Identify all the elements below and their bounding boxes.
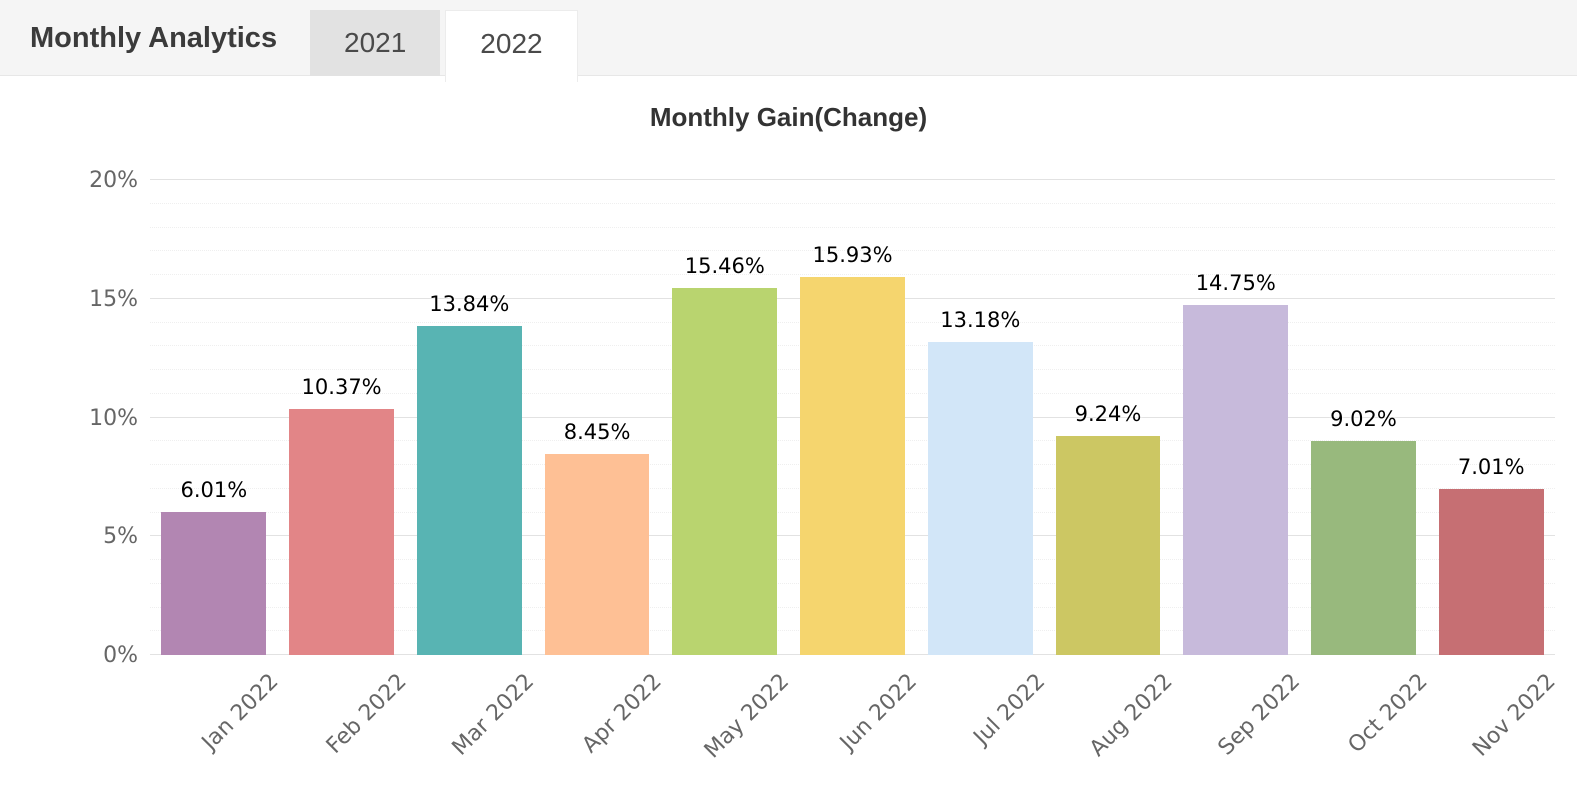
gridline [150, 179, 1555, 180]
gridline [150, 202, 1555, 204]
x-axis-label: Oct 2022 [1344, 669, 1434, 759]
bar-value-label: 10.37% [301, 374, 382, 399]
bar-slot-mar-2022: 13.84% Mar 2022 [405, 180, 539, 761]
bar-slot-may-2022: 15.46% May 2022 [661, 180, 794, 763]
tab-2022[interactable]: 2022 [445, 10, 578, 82]
monthly-gain-chart: Monthly Gain(Change) 0% 5% 10% 15% 20% 6.01%… [0, 76, 1577, 807]
bar-slot-apr-2022: 8.45% Apr 2022 [533, 180, 667, 758]
gridline [150, 226, 1555, 228]
bar-value-label: 13.18% [940, 307, 1021, 332]
header: Monthly Analytics 2021 2022 [0, 0, 1577, 82]
x-axis-label: Jan 2022 [197, 669, 284, 756]
bar-value-label: 13.84% [429, 292, 510, 317]
bar-sep-2022[interactable] [1183, 304, 1289, 655]
y-axis-label: 20% [89, 168, 138, 193]
bar-feb-2022[interactable] [289, 408, 394, 655]
y-axis-label: 10% [89, 405, 138, 431]
year-tabs: 2021 2022 [310, 10, 578, 82]
bar-nov-2022[interactable] [1438, 488, 1544, 655]
bar-oct-2022[interactable] [1311, 440, 1416, 655]
bar-slot-sep-2022: 14.75% Sep 2022 [1172, 180, 1305, 761]
bar-mar-2022[interactable] [416, 326, 522, 655]
bar-columns: 6.01% Jan 2022 10.37% Feb 2022 13.84% Mar 202… [150, 180, 1561, 763]
bar-slot-nov-2022: 7.01% Nov 2022 [1427, 180, 1561, 762]
bar-jun-2022[interactable] [800, 276, 905, 655]
bar-value-label: 7.01% [1457, 454, 1525, 479]
bar-may-2022[interactable] [672, 287, 778, 655]
bar-slot-feb-2022: 10.37% Feb 2022 [278, 180, 411, 759]
bar-value-label: 15.46% [684, 253, 765, 278]
bar-value-label: 9.02% [1330, 406, 1397, 431]
x-axis-label: Jun 2022 [835, 669, 923, 756]
x-axis-label: Apr 2022 [577, 669, 667, 759]
gridline [150, 274, 1555, 275]
tab-2021[interactable]: 2021 [310, 10, 441, 76]
y-axis-label: 0% [103, 643, 138, 668]
x-axis-label: Mar 2022 [447, 669, 540, 761]
x-axis-label: Aug 2022 [1085, 669, 1178, 762]
bar-value-label: 6.01% [180, 478, 248, 503]
x-axis-label: Feb 2022 [321, 669, 412, 759]
bar-jul-2022[interactable] [927, 341, 1033, 655]
bar-value-label: 9.24% [1074, 401, 1142, 426]
plot-area: 6.01% Jan 2022 10.37% Feb 2022 13.84% Mar 202… [150, 179, 1561, 763]
page-title: Monthly Analytics [30, 22, 278, 54]
bar-jan-2022[interactable] [161, 512, 267, 655]
chart-title: Monthly Gain(Change) [649, 102, 928, 132]
bar-value-label: 8.45% [563, 420, 631, 445]
bar-value-label: 14.75% [1195, 270, 1276, 295]
bar-apr-2022[interactable] [544, 454, 650, 655]
y-axis-label: 5% [103, 524, 138, 550]
gridline [150, 250, 1555, 252]
x-axis-label: Sep 2022 [1213, 669, 1306, 761]
x-axis-label: Jul 2022 [968, 669, 1050, 750]
bar-slot-jun-2022: 15.93% Jun 2022 [789, 180, 922, 756]
bar-slot-jul-2022: 13.18% Jul 2022 [916, 180, 1050, 750]
x-axis-label: May 2022 [700, 669, 795, 764]
x-axis-label: Nov 2022 [1468, 669, 1561, 762]
y-axis-label: 15% [89, 286, 138, 312]
bar-slot-aug-2022: 9.24% Aug 2022 [1044, 180, 1178, 762]
bar-aug-2022[interactable] [1055, 435, 1161, 655]
bar-slot-jan-2022: 6.01% Jan 2022 [150, 180, 284, 755]
bar-slot-oct-2022: 9.02% Oct 2022 [1300, 180, 1433, 758]
bar-value-label: 15.93% [812, 242, 893, 267]
y-axis: 0% 5% 10% 15% 20% [0, 168, 138, 668]
